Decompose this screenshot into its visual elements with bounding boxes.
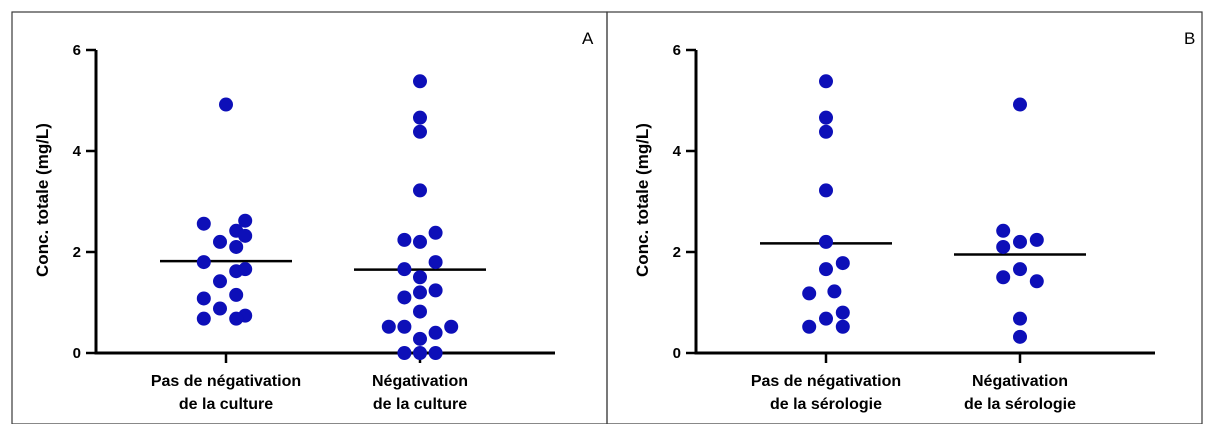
data-point — [229, 311, 244, 326]
panel-a-y-ticks: 0 2 4 6 — [73, 42, 96, 362]
data-point — [413, 331, 427, 346]
data-point — [1013, 234, 1027, 249]
data-point — [996, 223, 1011, 238]
panel-a-category-1-line1: Pas de négativation — [151, 373, 301, 390]
data-point — [835, 256, 850, 271]
data-point — [381, 319, 396, 334]
data-point — [1013, 329, 1027, 344]
data-point — [835, 305, 850, 320]
panel-b-category-1-line1: Pas de négativation — [751, 373, 901, 390]
y-tick-label: 0 — [73, 345, 81, 362]
data-point — [196, 291, 211, 306]
data-point — [238, 228, 253, 243]
data-point — [413, 124, 427, 139]
data-point — [819, 74, 833, 89]
data-point — [413, 183, 427, 198]
y-tick-label: 2 — [73, 244, 81, 261]
data-point — [213, 234, 227, 249]
data-point — [213, 301, 227, 316]
panel-b-y-ticks: 0 2 4 6 — [673, 42, 696, 362]
data-point — [219, 97, 233, 112]
data-point — [1013, 311, 1027, 326]
data-point — [238, 213, 253, 228]
data-point — [213, 274, 227, 289]
data-point — [1013, 97, 1027, 112]
data-point — [827, 284, 842, 299]
data-point — [819, 183, 833, 198]
data-point — [428, 283, 443, 298]
panel-b-category-1-line2: de la sérologie — [770, 396, 882, 413]
data-point — [819, 262, 833, 277]
panel-a-category-2-line2: de la culture — [373, 396, 467, 413]
data-point — [428, 346, 443, 360]
data-point — [229, 239, 244, 254]
panel-a-axes — [94, 50, 555, 363]
panel-b-axes — [694, 50, 1155, 363]
data-point — [1029, 274, 1044, 289]
panel-b: B Conc. totale (mg/L) 0 2 4 6 Pas de négati… — [606, 11, 1203, 424]
panel-b-category-2-line2: de la sérologie — [964, 396, 1076, 413]
data-point — [196, 311, 211, 326]
data-point — [996, 270, 1011, 285]
data-point — [238, 262, 253, 277]
data-point — [397, 262, 412, 277]
data-point — [413, 74, 427, 89]
panel-a: A Conc. totale (mg/L) 0 2 4 6 Pas de négati… — [11, 11, 608, 424]
y-tick-label: 4 — [73, 143, 82, 160]
data-point — [413, 234, 427, 249]
data-point — [996, 239, 1011, 254]
data-point — [1029, 232, 1044, 247]
data-point — [413, 285, 427, 300]
data-point — [802, 286, 817, 301]
panel-a-category-2-line1: Négativation — [372, 373, 468, 390]
y-tick-label: 2 — [673, 244, 681, 261]
data-point — [397, 319, 412, 334]
y-tick-label: 6 — [73, 42, 81, 59]
panel-a-marks — [160, 74, 486, 360]
data-point — [428, 325, 443, 340]
panel-a-y-axis-title: Conc. totale (mg/L) — [33, 123, 52, 277]
y-tick-label: 4 — [673, 143, 682, 160]
panel-b-border — [606, 11, 1203, 424]
data-point — [819, 234, 833, 249]
data-point — [819, 110, 833, 125]
data-point — [196, 216, 211, 231]
panel-a-category-1-line2: de la culture — [179, 396, 273, 413]
data-point — [819, 124, 833, 139]
panel-a-letter: A — [582, 29, 594, 48]
panel-a-category-labels: Pas de négativation de la culture Négati… — [151, 373, 468, 413]
panel-b-marks — [760, 74, 1086, 344]
panel-b-letter: B — [1184, 29, 1195, 48]
data-point — [428, 225, 443, 240]
data-point — [413, 304, 427, 319]
data-point — [413, 346, 427, 360]
data-point — [397, 232, 412, 247]
data-point — [1013, 262, 1027, 277]
data-point — [413, 270, 427, 285]
data-point — [444, 319, 459, 334]
data-point — [413, 110, 427, 125]
data-point — [819, 311, 833, 326]
panel-a-border — [11, 11, 608, 424]
data-point — [196, 255, 211, 270]
panel-b-y-axis-title: Conc. totale (mg/L) — [633, 123, 652, 277]
y-tick-label: 6 — [673, 42, 681, 59]
panel-b-category-2-line1: Négativation — [972, 373, 1068, 390]
y-tick-label: 0 — [673, 345, 681, 362]
data-point — [802, 319, 817, 334]
data-point — [835, 319, 850, 334]
data-point — [397, 290, 412, 305]
data-point — [428, 255, 443, 270]
data-point — [229, 287, 244, 302]
data-point — [397, 346, 412, 360]
panel-b-category-labels: Pas de négativation de la sérologie Néga… — [751, 373, 1076, 413]
